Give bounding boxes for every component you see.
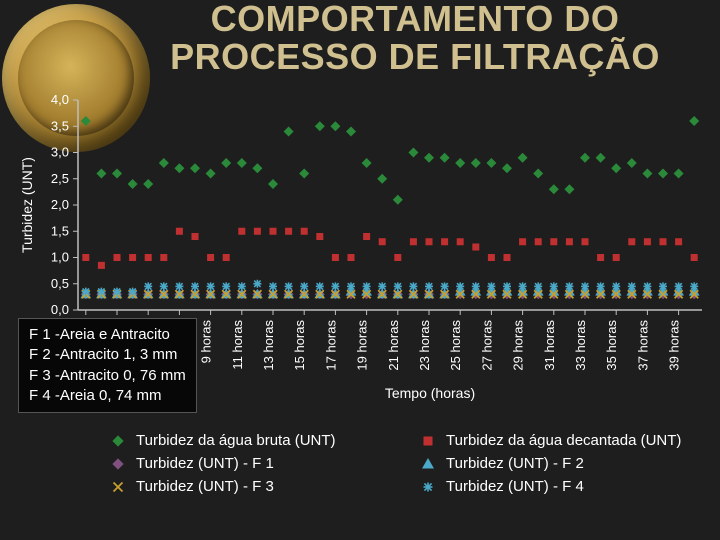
legend-item: Turbidez (UNT) - F 4 xyxy=(420,478,690,495)
svg-text:0,0: 0,0 xyxy=(51,302,69,317)
svg-text:33 horas: 33 horas xyxy=(573,320,588,371)
legend-row: Turbidez da água bruta (UNT) Turbidez da … xyxy=(110,432,700,449)
legend-label: Turbidez (UNT) - F 4 xyxy=(446,478,584,495)
legend-label: Turbidez (UNT) - F 3 xyxy=(136,478,274,495)
legend-item: Turbidez (UNT) - F 2 xyxy=(420,455,690,472)
svg-text:3,0: 3,0 xyxy=(51,145,69,160)
svg-text:1,0: 1,0 xyxy=(51,250,69,265)
legend-label: Turbidez (UNT) - F 2 xyxy=(446,455,584,472)
slide-title: COMPORTAMENTO DO PROCESSO DE FILTRAÇÃO xyxy=(120,0,710,76)
svg-text:1,5: 1,5 xyxy=(51,223,69,238)
filter-note-box: F 1 -Areia e Antracito F 2 -Antracito 1,… xyxy=(18,318,197,413)
svg-text:0,5: 0,5 xyxy=(51,276,69,291)
svg-text:31 horas: 31 horas xyxy=(542,320,557,371)
svg-text:23 horas: 23 horas xyxy=(417,320,432,371)
legend-item: Turbidez da água bruta (UNT) xyxy=(110,432,380,449)
svg-text:9 horas: 9 horas xyxy=(199,320,214,364)
svg-text:3,5: 3,5 xyxy=(51,118,69,133)
note-line: F 4 -Areia 0, 74 mm xyxy=(29,386,186,406)
note-line: F 2 -Antracito 1, 3 mm xyxy=(29,345,186,365)
series-F2 xyxy=(80,286,699,298)
svg-text:19 horas: 19 horas xyxy=(355,320,370,371)
svg-text:29 horas: 29 horas xyxy=(511,320,526,371)
legend-row: Turbidez (UNT) - F 1 Turbidez (UNT) - F 2 xyxy=(110,455,700,472)
svg-text:13 horas: 13 horas xyxy=(261,320,276,371)
chart-legend: Turbidez da água bruta (UNT) Turbidez da … xyxy=(110,432,700,501)
series-F4 xyxy=(82,280,698,296)
svg-text:25 horas: 25 horas xyxy=(448,320,463,371)
legend-label: Turbidez (UNT) - F 1 xyxy=(136,455,274,472)
series-F1 xyxy=(81,289,699,299)
svg-text:15 horas: 15 horas xyxy=(292,320,307,371)
svg-text:Tempo (horas): Tempo (horas) xyxy=(385,385,475,401)
series-decantada xyxy=(82,228,697,269)
legend-label: Turbidez da água decantada (UNT) xyxy=(446,432,681,449)
svg-text:2,5: 2,5 xyxy=(51,171,69,186)
svg-text:37 horas: 37 horas xyxy=(635,320,650,371)
legend-label: Turbidez da água bruta (UNT) xyxy=(136,432,336,449)
note-line: F 3 -Antracito 0, 76 mm xyxy=(29,366,186,386)
svg-text:2,0: 2,0 xyxy=(51,197,69,212)
svg-text:39 horas: 39 horas xyxy=(667,320,682,371)
svg-text:21 horas: 21 horas xyxy=(386,320,401,371)
svg-text:35 horas: 35 horas xyxy=(604,320,619,371)
legend-item: Turbidez (UNT) - F 1 xyxy=(110,455,380,472)
svg-text:Turbidez (UNT): Turbidez (UNT) xyxy=(19,157,35,253)
svg-text:27 horas: 27 horas xyxy=(479,320,494,371)
series-F3 xyxy=(82,290,698,298)
legend-row: Turbidez (UNT) - F 3 Turbidez (UNT) - F 4 xyxy=(110,478,700,495)
legend-item: Turbidez da água decantada (UNT) xyxy=(420,432,690,449)
svg-text:4,0: 4,0 xyxy=(51,94,69,107)
series-bruta xyxy=(81,116,699,205)
note-line: F 1 -Areia e Antracito xyxy=(29,325,186,345)
svg-text:11 horas: 11 horas xyxy=(230,320,245,370)
svg-text:17 horas: 17 horas xyxy=(323,320,338,371)
legend-item: Turbidez (UNT) - F 3 xyxy=(110,478,380,495)
